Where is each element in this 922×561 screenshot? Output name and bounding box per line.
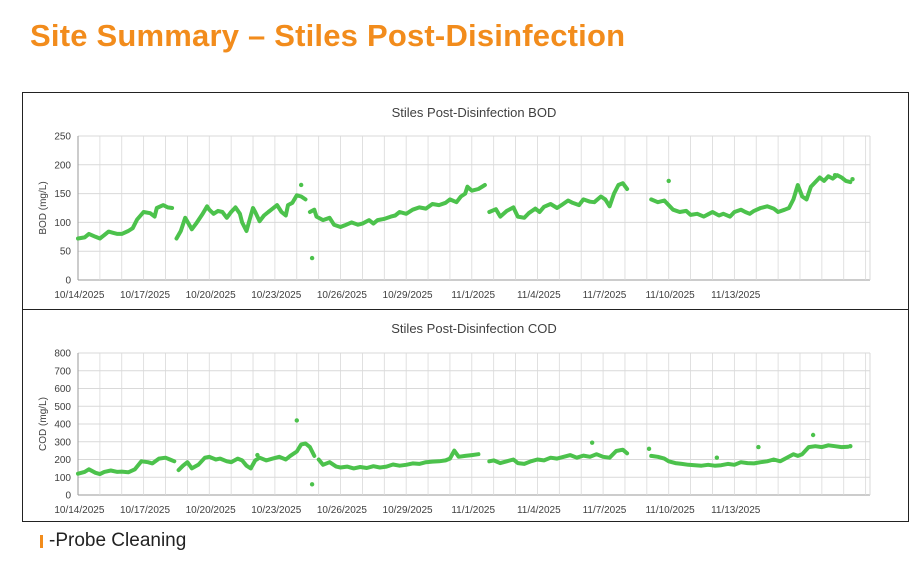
series-line	[649, 443, 851, 468]
y-tick-label: 0	[65, 491, 71, 502]
x-tick-label: 10/29/2025	[383, 505, 433, 516]
legend: -Probe Cleaning	[40, 530, 186, 552]
data-point	[850, 177, 855, 182]
data-point	[848, 443, 853, 449]
chart-1: Stiles Post-Disinfection COD 0 100 200 300 40…	[38, 321, 871, 516]
y-tick-label: 150	[54, 189, 71, 200]
slide-title: Site Summary – Stiles Post-Disinfection	[30, 18, 626, 53]
y-tick-label: 600	[54, 384, 71, 395]
x-tick-label: 10/20/2025	[186, 505, 236, 516]
x-tick-label: 11/7/2025	[583, 290, 627, 301]
x-tick-label: 10/23/2025	[251, 290, 301, 301]
x-tick-label: 11/13/2025	[711, 505, 761, 516]
y-tick-label: 200	[54, 160, 71, 171]
x-tick-label: 10/17/2025	[120, 290, 170, 301]
data-point	[714, 455, 720, 460]
x-tick-label: 11/7/2025	[583, 505, 627, 516]
data-point	[646, 446, 652, 452]
series-line	[487, 181, 630, 220]
y-tick-label: 250	[54, 132, 71, 143]
chart-title: Stiles Post-Disinfection COD	[391, 321, 556, 336]
y-tick-label: 500	[54, 402, 71, 413]
x-tick-label: 11/10/2025	[645, 505, 695, 516]
charts-frame	[22, 92, 909, 522]
data-point	[309, 482, 315, 487]
data-point	[666, 178, 671, 184]
data-point	[309, 255, 315, 261]
x-tick-label: 10/17/2025	[120, 505, 170, 516]
series-line	[76, 203, 175, 241]
x-tick-label: 10/23/2025	[251, 505, 301, 516]
data-point	[832, 172, 838, 178]
series-line	[316, 448, 481, 471]
y-tick-label: 200	[54, 455, 71, 466]
series-line	[76, 455, 177, 477]
x-tick-label: 11/4/2025	[517, 505, 561, 516]
x-tick-label: 11/4/2025	[517, 290, 561, 301]
data-point	[255, 452, 260, 458]
x-tick-label: 10/26/2025	[317, 505, 367, 516]
x-tick-label: 11/1/2025	[451, 290, 495, 301]
chart-title: Stiles Post-Disinfection BOD	[392, 105, 557, 120]
y-tick-label: 50	[60, 247, 72, 258]
charts-divider	[22, 309, 909, 310]
data-point	[756, 444, 761, 450]
data-point	[298, 182, 304, 188]
series-line	[307, 183, 487, 229]
y-tick-label: 100	[54, 473, 71, 484]
y-axis-label: COD (mg/L)	[38, 397, 49, 451]
y-tick-label: 800	[54, 349, 71, 360]
x-tick-label: 11/13/2025	[711, 290, 761, 301]
x-tick-label: 10/29/2025	[383, 290, 433, 301]
probe-cleaning-swatch	[40, 534, 43, 548]
x-tick-label: 11/1/2025	[451, 505, 495, 516]
x-tick-label: 10/14/2025	[54, 290, 104, 301]
y-tick-label: 0	[65, 276, 71, 287]
x-tick-label: 10/20/2025	[186, 290, 236, 301]
series-line	[487, 447, 630, 466]
y-axis-label: BOD (mg/L)	[38, 181, 49, 234]
data-point	[589, 440, 595, 445]
y-tick-label: 100	[54, 218, 71, 229]
y-tick-label: 300	[54, 437, 71, 448]
data-point	[810, 432, 816, 438]
series-line	[176, 441, 317, 473]
chart-0: Stiles Post-Disinfection BOD 0 50 100 150 200…	[38, 105, 871, 301]
data-point	[294, 418, 299, 423]
y-tick-label: 400	[54, 420, 71, 431]
x-tick-label: 10/14/2025	[54, 505, 104, 516]
series-line	[649, 173, 853, 219]
x-tick-label: 10/26/2025	[317, 290, 367, 301]
x-tick-label: 11/10/2025	[645, 290, 695, 301]
legend-label: -Probe Cleaning	[49, 530, 187, 551]
series-line	[174, 193, 308, 241]
y-tick-label: 700	[54, 366, 71, 377]
